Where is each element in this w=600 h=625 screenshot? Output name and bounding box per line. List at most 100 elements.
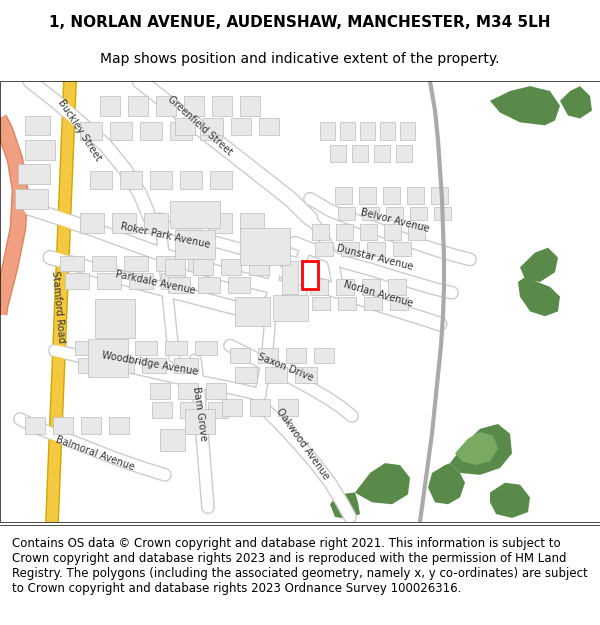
Polygon shape xyxy=(110,122,132,140)
Polygon shape xyxy=(230,348,250,363)
Polygon shape xyxy=(560,86,592,119)
Polygon shape xyxy=(160,429,185,451)
Polygon shape xyxy=(18,164,50,184)
Polygon shape xyxy=(78,358,102,373)
Polygon shape xyxy=(92,256,116,271)
Polygon shape xyxy=(336,224,353,240)
Polygon shape xyxy=(410,207,427,220)
Polygon shape xyxy=(249,259,269,275)
Polygon shape xyxy=(359,187,376,204)
Polygon shape xyxy=(175,119,195,135)
Polygon shape xyxy=(386,207,403,220)
Polygon shape xyxy=(431,187,448,204)
Polygon shape xyxy=(240,213,264,233)
Polygon shape xyxy=(80,122,102,140)
Polygon shape xyxy=(80,213,104,233)
Polygon shape xyxy=(231,119,251,135)
Polygon shape xyxy=(374,145,390,161)
Polygon shape xyxy=(228,277,250,292)
Text: 1, NORLAN AVENUE, AUDENSHAW, MANCHESTER, M34 5LH: 1, NORLAN AVENUE, AUDENSHAW, MANCHESTER,… xyxy=(49,15,551,30)
Polygon shape xyxy=(380,122,395,140)
Polygon shape xyxy=(112,213,136,233)
Polygon shape xyxy=(312,224,329,240)
Polygon shape xyxy=(128,96,148,116)
Polygon shape xyxy=(178,383,198,399)
Text: Stamford Road: Stamford Road xyxy=(50,270,66,343)
Polygon shape xyxy=(240,228,290,266)
Polygon shape xyxy=(393,242,411,256)
Text: Map shows position and indicative extent of the property.: Map shows position and indicative extent… xyxy=(100,51,500,66)
Polygon shape xyxy=(109,417,129,434)
Polygon shape xyxy=(184,96,204,116)
Polygon shape xyxy=(156,96,176,116)
Text: Buckley Street: Buckley Street xyxy=(56,98,104,162)
Polygon shape xyxy=(330,145,346,161)
Polygon shape xyxy=(180,171,202,189)
Polygon shape xyxy=(407,187,424,204)
Text: Woodbridge Avenue: Woodbridge Avenue xyxy=(101,350,199,377)
Polygon shape xyxy=(97,273,121,289)
Polygon shape xyxy=(88,339,128,377)
Polygon shape xyxy=(180,402,200,418)
Polygon shape xyxy=(208,213,232,233)
Polygon shape xyxy=(240,96,260,116)
Polygon shape xyxy=(185,409,215,434)
Polygon shape xyxy=(265,367,287,383)
Polygon shape xyxy=(428,463,465,504)
Polygon shape xyxy=(105,341,127,356)
Text: Balmoral Avenue: Balmoral Avenue xyxy=(54,434,136,472)
Polygon shape xyxy=(176,213,200,233)
Polygon shape xyxy=(221,259,241,275)
Polygon shape xyxy=(258,348,278,363)
Polygon shape xyxy=(352,145,368,161)
Polygon shape xyxy=(235,367,257,383)
Text: Saxon Drive: Saxon Drive xyxy=(256,351,314,383)
Polygon shape xyxy=(165,341,187,356)
Polygon shape xyxy=(286,348,306,363)
Polygon shape xyxy=(355,463,410,504)
Polygon shape xyxy=(206,383,226,399)
Polygon shape xyxy=(25,140,55,159)
Polygon shape xyxy=(188,256,212,271)
Polygon shape xyxy=(95,299,135,338)
Polygon shape xyxy=(310,279,328,295)
Polygon shape xyxy=(388,279,406,295)
Polygon shape xyxy=(60,256,84,271)
Polygon shape xyxy=(518,277,560,316)
Text: Contains OS data © Crown copyright and database right 2021. This information is : Contains OS data © Crown copyright and d… xyxy=(12,538,588,596)
Polygon shape xyxy=(150,383,170,399)
Polygon shape xyxy=(362,207,379,220)
Polygon shape xyxy=(150,171,172,189)
Polygon shape xyxy=(161,273,185,289)
Polygon shape xyxy=(81,417,101,434)
Bar xyxy=(302,261,318,289)
Polygon shape xyxy=(203,119,223,135)
Text: Norlan Avenue: Norlan Avenue xyxy=(342,279,414,308)
Polygon shape xyxy=(212,96,232,116)
Polygon shape xyxy=(360,224,377,240)
Polygon shape xyxy=(208,402,228,418)
Text: Parkdale Avenue: Parkdale Avenue xyxy=(114,269,196,296)
Text: Belvor Avenue: Belvor Avenue xyxy=(359,207,430,234)
Polygon shape xyxy=(455,432,498,465)
Polygon shape xyxy=(250,399,270,416)
Polygon shape xyxy=(142,358,166,373)
Polygon shape xyxy=(367,242,385,256)
Polygon shape xyxy=(198,277,220,292)
Polygon shape xyxy=(25,116,50,135)
Polygon shape xyxy=(174,358,198,373)
Polygon shape xyxy=(110,358,134,373)
Polygon shape xyxy=(338,207,355,220)
Polygon shape xyxy=(384,224,401,240)
Polygon shape xyxy=(383,187,400,204)
Polygon shape xyxy=(222,399,242,416)
Polygon shape xyxy=(175,230,215,259)
Polygon shape xyxy=(390,297,408,311)
Polygon shape xyxy=(193,259,213,275)
Polygon shape xyxy=(152,402,172,418)
Polygon shape xyxy=(295,367,317,383)
Polygon shape xyxy=(278,399,298,416)
Polygon shape xyxy=(340,122,355,140)
Polygon shape xyxy=(135,341,157,356)
Text: Greenfield Street: Greenfield Street xyxy=(166,94,234,157)
